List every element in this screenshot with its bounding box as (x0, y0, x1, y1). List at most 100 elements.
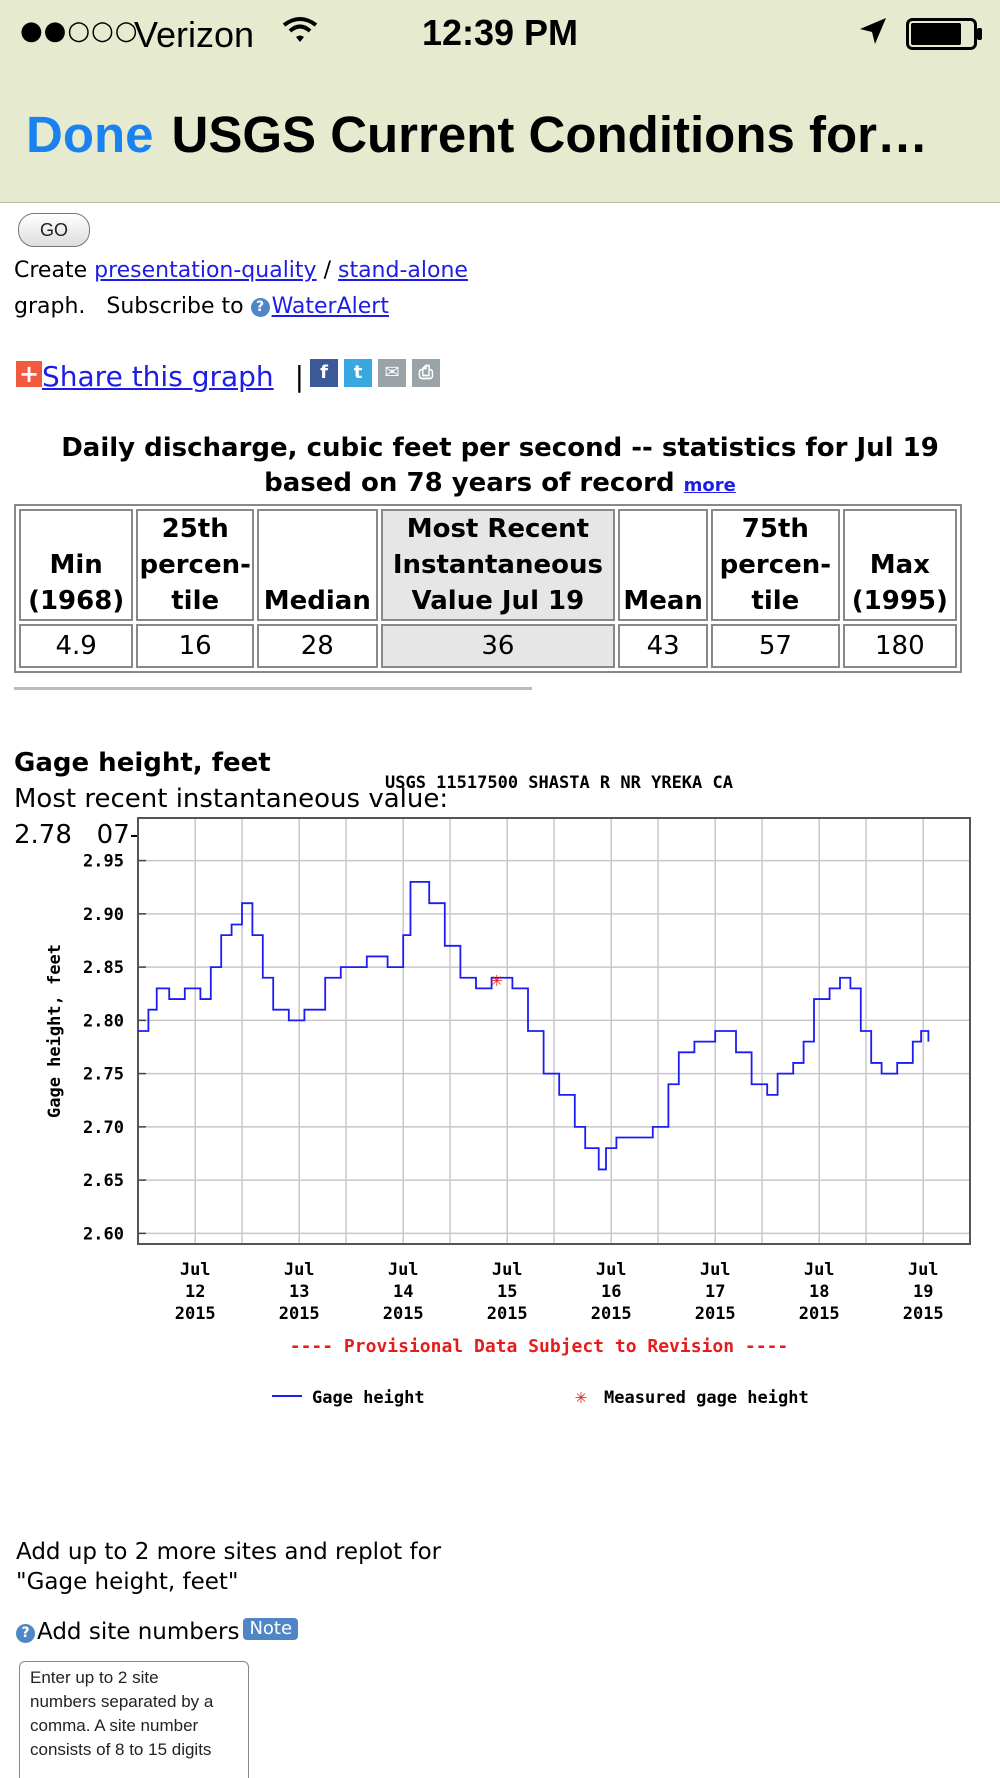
wifi-icon (282, 16, 318, 48)
x-tick-label: Jul (908, 1260, 939, 1280)
x-tick-label: 13 (289, 1282, 309, 1302)
x-tick-label: Jul (700, 1260, 731, 1280)
y-tick-label: 2.95 (83, 852, 124, 872)
x-tick-label: 19 (913, 1282, 933, 1302)
value-mean: 43 (618, 624, 709, 668)
x-tick-label: 2015 (903, 1304, 944, 1324)
add-site-numbers-row: ? Add site numbers Note (16, 1618, 299, 1645)
x-tick-label: 2015 (695, 1304, 736, 1324)
battery-icon (906, 18, 984, 54)
provisional-note: ---- Provisional Data Subject to Revisio… (290, 1336, 789, 1357)
add-sites-text-line1: Add up to 2 more sites and replot for (16, 1539, 442, 1565)
stats-table: Min (1968) 25th percen-tile Median Most Re… (14, 504, 962, 673)
done-button[interactable]: Done (26, 106, 154, 163)
header-mean: Mean (618, 509, 709, 621)
site-numbers-input[interactable]: Enter up to 2 site numbers separated by … (19, 1661, 249, 1778)
y-tick-label: 2.80 (83, 1011, 124, 1031)
header-min: Min (1968) (19, 509, 134, 621)
facebook-icon[interactable]: f (310, 359, 338, 387)
header-median: Median (257, 509, 378, 621)
share-divider: | (294, 360, 304, 393)
x-tick-label: 2015 (279, 1304, 320, 1324)
x-tick-label: 2015 (383, 1304, 424, 1324)
stand-alone-link[interactable]: stand-alone (337, 258, 468, 283)
value-most-recent: 36 (380, 624, 616, 668)
y-tick-label: 2.85 (83, 958, 124, 978)
value-75th: 57 (711, 624, 840, 668)
email-icon[interactable]: ✉ (378, 359, 406, 387)
header-max: Max (1995) (842, 509, 957, 621)
print-icon[interactable]: ⎙ (412, 359, 440, 387)
chart-title: USGS 11517500 SHASTA R NR YREKA CA (385, 773, 733, 793)
value-median: 28 (257, 624, 378, 668)
y-axis-label: Gage height, feet (45, 944, 65, 1118)
x-tick-label: Jul (492, 1260, 523, 1280)
nav-row: Done USGS Current Conditions for… (26, 105, 928, 164)
x-tick-label: Jul (180, 1260, 211, 1280)
value-25th: 16 (136, 624, 255, 668)
x-tick-label: 2015 (175, 1304, 216, 1324)
y-tick-label: 2.90 (83, 905, 124, 925)
note-badge[interactable]: Note (243, 1618, 299, 1640)
value-max: 180 (842, 624, 957, 668)
y-tick-label: 2.70 (83, 1118, 124, 1138)
x-tick-label: Jul (388, 1260, 419, 1280)
placeholder-line: consists of 8 to 15 digits (30, 1740, 212, 1759)
gage-height-series-line (138, 881, 930, 1171)
stats-value-row: 4.9 16 28 36 43 57 180 (19, 624, 957, 668)
slash-separator: / (323, 258, 331, 283)
subscribe-label: Subscribe to (106, 294, 244, 319)
signal-strength-icon: ●●○○○ (20, 16, 139, 46)
web-content: GO Create presentation-quality / stand-a… (0, 203, 1000, 1778)
y-tick-label: 2.60 (83, 1224, 124, 1244)
x-tick-label: 17 (705, 1282, 725, 1302)
x-tick-label: 15 (497, 1282, 517, 1302)
x-tick-label: 18 (809, 1282, 829, 1302)
y-tick-label: 2.75 (83, 1065, 124, 1085)
gage-height-chart: USGS 11517500 SHASTA R NR YREKA CA 2.60 2.… (45, 773, 971, 1408)
header-25th: 25th percen-tile (136, 509, 255, 621)
subscribe-line: graph. Subscribe to ? WaterAlert (14, 294, 389, 319)
create-graph-line: Create presentation-quality / stand-alon… (14, 258, 468, 283)
create-label: Create (14, 258, 88, 283)
more-link[interactable]: more (683, 475, 736, 496)
x-tick-label: Jul (804, 1260, 835, 1280)
twitter-icon[interactable]: t (344, 359, 372, 387)
status-bar: ●●○○○ Verizon 12:39 PM (0, 0, 1000, 70)
location-arrow-icon (858, 16, 888, 50)
help-icon[interactable]: ? (250, 298, 270, 317)
share-row: + Share this graph | (16, 360, 304, 393)
x-tick-label: 14 (393, 1282, 413, 1302)
go-button[interactable]: GO (18, 213, 90, 247)
measured-gage-height-point: ✳ (491, 967, 503, 991)
y-tick-label: 2.65 (83, 1171, 124, 1191)
share-graph-link[interactable]: Share this graph (42, 360, 274, 393)
legend-star-swatch: ✳ (575, 1384, 587, 1408)
recent-value-label: Most recent instantaneous value: (14, 784, 449, 814)
wateralert-link[interactable]: WaterAlert (271, 294, 389, 319)
share-plus-icon[interactable]: + (16, 361, 42, 387)
stats-title-line2: based on 78 years of record more (0, 468, 1000, 498)
x-tick-label: 2015 (591, 1304, 632, 1324)
navigation-bar: ●●○○○ Verizon 12:39 PM Done USGS Current … (0, 0, 1000, 203)
add-site-numbers-label: Add site numbers (37, 1619, 240, 1645)
legend-label: Gage height (312, 1388, 425, 1408)
clock: 12:39 PM (421, 12, 579, 53)
x-tick-label: Jul (284, 1260, 315, 1280)
x-tick-label: 12 (185, 1282, 205, 1302)
legend-label: Measured gage height (604, 1388, 809, 1408)
header-75th: 75th percen-tile (711, 509, 840, 621)
section-divider (14, 687, 532, 690)
x-tick-label: 2015 (487, 1304, 528, 1324)
placeholder-line: comma. A site number (30, 1716, 199, 1735)
stats-header-row: Min (1968) 25th percen-tile Median Most Re… (19, 509, 957, 621)
gage-height-title: Gage height, feet (14, 748, 271, 778)
x-tick-label: 2015 (799, 1304, 840, 1324)
placeholder-line: numbers separated by a (30, 1692, 214, 1711)
presentation-quality-link[interactable]: presentation-quality (94, 258, 317, 283)
placeholder-line: Enter up to 2 site (30, 1668, 159, 1687)
stats-record-years: based on 78 years of record (264, 468, 675, 498)
page-title: USGS Current Conditions for… (171, 106, 928, 163)
help-icon[interactable]: ? (16, 1624, 35, 1643)
carrier-name: Verizon (134, 14, 255, 55)
